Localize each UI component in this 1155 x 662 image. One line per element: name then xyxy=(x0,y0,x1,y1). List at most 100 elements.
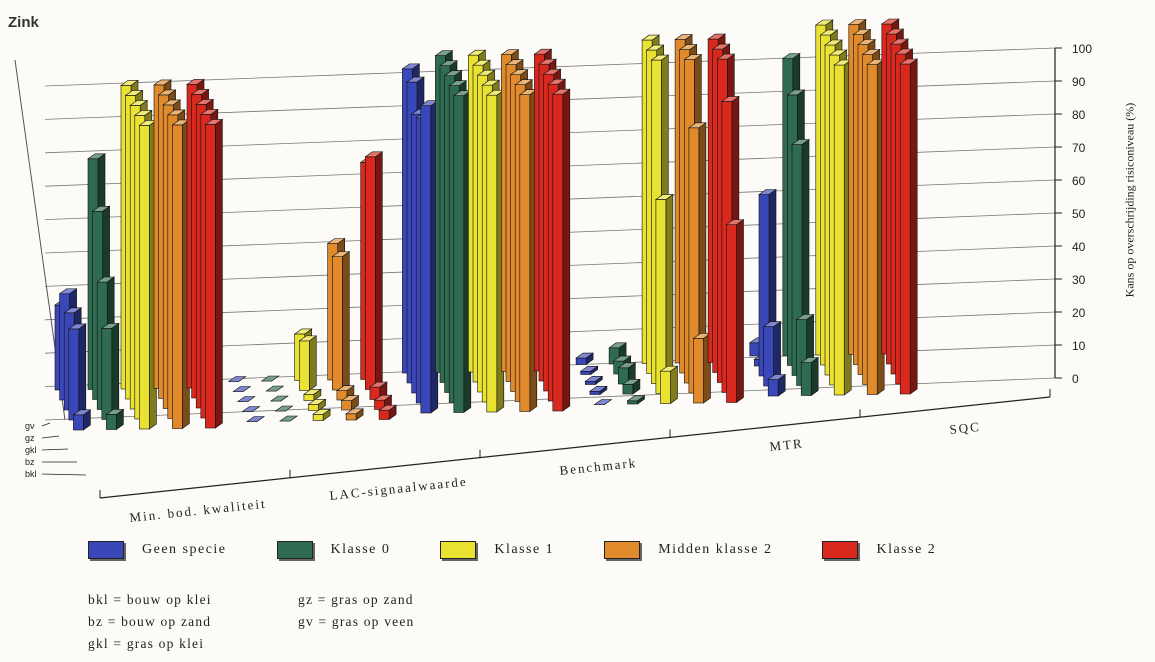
bar-top xyxy=(762,321,782,327)
bar-side xyxy=(736,219,744,404)
bar-top xyxy=(331,251,351,257)
y-tick-label: 80 xyxy=(1072,108,1086,122)
y-tick-label: 90 xyxy=(1072,75,1086,89)
bar xyxy=(486,94,498,413)
legend-label: Klasse 1 xyxy=(494,542,555,557)
bar-top xyxy=(312,408,332,415)
legend-swatch-geen-specie xyxy=(88,541,124,559)
bar-top xyxy=(707,33,727,40)
bar-top xyxy=(186,79,205,85)
bar-top xyxy=(890,38,909,45)
bar-top xyxy=(434,50,454,57)
bar-top xyxy=(588,385,608,392)
bar-top xyxy=(584,375,604,382)
bar xyxy=(420,105,432,414)
bar-top xyxy=(58,288,78,295)
bar-top xyxy=(378,404,398,411)
bar-top xyxy=(575,352,595,359)
bar-top xyxy=(63,307,83,314)
bars xyxy=(54,18,919,431)
bar xyxy=(866,64,878,395)
bar-top xyxy=(547,78,567,85)
bar-top xyxy=(100,323,120,329)
bar xyxy=(519,94,531,412)
bar xyxy=(68,328,80,421)
bar-top xyxy=(298,335,318,342)
bar-top xyxy=(674,34,694,40)
bar-top xyxy=(505,59,524,65)
bar-top xyxy=(345,408,365,415)
y-tick-label: 30 xyxy=(1072,273,1086,287)
bar xyxy=(172,124,183,429)
row-label: gv xyxy=(25,421,35,431)
bar-top xyxy=(443,70,463,76)
bar-top xyxy=(153,79,172,86)
bar xyxy=(622,383,634,395)
bar-top xyxy=(894,48,914,55)
bar-top xyxy=(269,395,289,402)
bar-top xyxy=(621,378,641,385)
bar xyxy=(73,414,84,431)
bar xyxy=(726,224,737,403)
bar xyxy=(552,93,564,412)
y-tick-label: 60 xyxy=(1072,174,1086,188)
bar-side xyxy=(111,322,120,421)
bar xyxy=(298,340,310,391)
bar-top xyxy=(260,375,280,382)
bar-side xyxy=(341,251,350,391)
bar-top xyxy=(368,381,388,388)
bar-top xyxy=(481,79,501,86)
bar-top xyxy=(199,109,219,115)
bar xyxy=(341,400,352,411)
legend-label: Klasse 2 xyxy=(876,542,937,557)
y-tick-label: 70 xyxy=(1072,141,1086,155)
bar-top xyxy=(274,405,294,412)
bar-top xyxy=(542,68,562,75)
bar xyxy=(627,400,638,405)
bar xyxy=(589,390,601,395)
row-tick xyxy=(41,448,69,451)
bar xyxy=(655,199,667,394)
legend-item-klasse-1: Klasse 1 xyxy=(440,541,554,559)
bar-top xyxy=(500,49,520,56)
bar xyxy=(312,413,324,421)
bar xyxy=(575,357,587,365)
bar-top xyxy=(326,238,346,244)
y-tick-label: 20 xyxy=(1072,306,1086,320)
bar-top xyxy=(190,89,210,95)
bar xyxy=(584,380,596,385)
bar-side xyxy=(670,365,678,405)
bar-top xyxy=(800,357,820,363)
bar-top xyxy=(861,49,881,55)
bar-top xyxy=(711,43,731,50)
bar xyxy=(364,156,376,390)
bar xyxy=(693,338,704,404)
bar-top xyxy=(758,189,777,195)
bar-top xyxy=(364,151,384,158)
bar-top xyxy=(87,153,106,160)
legend-swatch-klasse-1 xyxy=(440,541,477,559)
abbreviation-list: bkl = bouw op klei gz = gras op zand bz … xyxy=(88,592,498,654)
bar-top xyxy=(91,205,111,212)
legend-label: Geen specie xyxy=(142,542,227,557)
bar xyxy=(101,328,113,420)
y-tick-label: 40 xyxy=(1072,240,1086,254)
bar-top xyxy=(373,394,393,401)
chart-title: Zink xyxy=(8,14,39,31)
row-axis: gv gz gkl bz bkl xyxy=(25,421,87,479)
row-tick xyxy=(41,473,87,476)
bar-top xyxy=(795,314,815,320)
bar-top xyxy=(67,323,87,330)
bar-top xyxy=(157,89,177,96)
bar-top xyxy=(467,49,487,56)
y-tick-label: 10 xyxy=(1072,339,1086,353)
bar-top xyxy=(579,365,599,372)
bar-top xyxy=(725,219,745,225)
x-axis: Min. bod. kwaliteit LAC-signaalwaarde Benc… xyxy=(99,389,1051,525)
x-group-label: Min. bod. kwaliteit xyxy=(129,496,267,525)
bar-side xyxy=(909,58,918,395)
bar-top xyxy=(645,44,665,51)
bar-top xyxy=(335,385,355,391)
bar xyxy=(139,125,150,430)
bar-top xyxy=(880,18,900,25)
